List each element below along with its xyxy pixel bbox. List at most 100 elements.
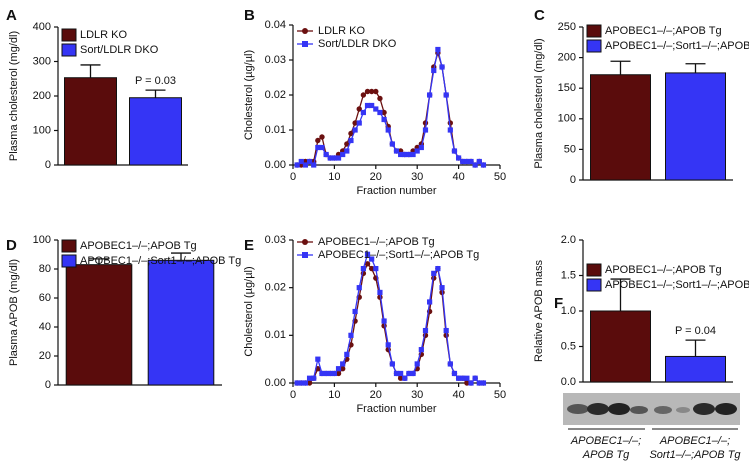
marker xyxy=(447,127,453,133)
marker xyxy=(360,109,366,116)
y-tick-label: 400 xyxy=(33,21,51,33)
marker xyxy=(468,158,474,165)
y-tick-label: 0.01 xyxy=(265,124,286,136)
y-axis-label: Plasma cholesterol (mg/dl) xyxy=(8,31,20,161)
marker xyxy=(427,299,433,305)
bar xyxy=(129,97,182,166)
error-bar xyxy=(80,64,101,78)
legend-swatch xyxy=(61,254,77,268)
y-tick-label: 1.5 xyxy=(561,269,576,281)
x-tick-label: 40 xyxy=(452,171,464,183)
y-axis-label: Plasma cholesterol (mg/dl) xyxy=(533,38,545,168)
marker xyxy=(344,141,350,147)
marker xyxy=(410,151,416,158)
marker xyxy=(315,144,321,151)
marker xyxy=(460,158,466,165)
marker xyxy=(381,109,387,116)
y-tick-label: 0 xyxy=(570,174,576,186)
marker xyxy=(480,162,487,168)
bar xyxy=(590,310,651,383)
legend-label: LDLR KO xyxy=(318,25,366,37)
x-tick-label: 10 xyxy=(328,389,340,401)
error-bar xyxy=(89,258,109,265)
marker xyxy=(427,92,433,98)
x-tick-label: 30 xyxy=(411,389,423,401)
marker xyxy=(335,366,342,372)
marker xyxy=(368,88,375,95)
marker xyxy=(435,46,441,53)
marker xyxy=(356,120,362,126)
panel: F Relative APOB mass 0.0 0.5 1.0 1.5 2.0 APOBEC… xyxy=(533,234,749,461)
marker xyxy=(418,347,424,353)
marker xyxy=(476,158,482,165)
legend-label: LDLR KO xyxy=(80,29,128,41)
legend-marker xyxy=(302,239,308,245)
marker xyxy=(331,155,337,161)
bar xyxy=(665,72,726,181)
x-tick-label: 0 xyxy=(290,389,296,401)
legend-label: APOBEC1–/–;Sort1–/–;APOB Tg xyxy=(318,249,479,261)
marker xyxy=(294,380,300,386)
marker xyxy=(369,256,375,262)
marker xyxy=(294,162,300,168)
blot-label: APOBEC1–/–; xyxy=(659,435,730,447)
marker xyxy=(348,137,354,144)
y-tick-label: 0.03 xyxy=(265,234,286,246)
marker xyxy=(377,289,383,296)
marker xyxy=(331,370,337,377)
marker xyxy=(344,148,350,154)
marker xyxy=(364,251,371,257)
y-tick-label: 100 xyxy=(33,234,51,246)
marker xyxy=(352,120,358,126)
y-tick-label: 60 xyxy=(39,292,51,304)
legend-marker xyxy=(302,28,308,34)
marker xyxy=(360,266,366,272)
y-tick-label: 0.02 xyxy=(265,282,286,294)
series-line xyxy=(297,50,484,166)
panel: B Cholesterol (µg/µl) 0.00 0.01 0.02 0.03 0.04… xyxy=(243,7,506,197)
marker xyxy=(315,137,321,144)
marker xyxy=(381,318,387,324)
marker xyxy=(406,370,412,377)
marker xyxy=(298,380,304,386)
marker xyxy=(335,155,342,161)
legend-label: Sort/LDLR DKO xyxy=(318,38,397,50)
y-tick-label: 200 xyxy=(33,90,51,102)
y-tick-label: 100 xyxy=(558,113,576,125)
x-axis-label: Fraction number xyxy=(356,185,436,197)
marker xyxy=(460,375,466,381)
y-tick-label: 2.0 xyxy=(561,234,576,246)
marker xyxy=(476,380,482,386)
marker xyxy=(443,92,449,98)
marker xyxy=(340,361,346,367)
error-bar xyxy=(610,60,631,75)
marker xyxy=(364,88,371,95)
marker xyxy=(406,151,412,158)
marker xyxy=(344,351,350,357)
marker xyxy=(443,327,449,334)
legend-marker xyxy=(302,41,308,47)
marker xyxy=(402,375,408,381)
panel: D Plasma APOB (mg/dl) 0 20 40 60 80 100 APOBEC1–… xyxy=(6,234,241,391)
y-tick-label: 300 xyxy=(33,55,51,67)
marker xyxy=(306,380,313,386)
marker xyxy=(311,375,317,381)
marker xyxy=(302,162,309,168)
error-bar xyxy=(610,278,631,311)
marker xyxy=(472,162,478,168)
bar xyxy=(64,77,117,166)
blot-label: APOBEC1–/–; xyxy=(570,435,641,447)
marker xyxy=(464,375,470,381)
marker xyxy=(298,158,304,165)
panel-letter: F xyxy=(554,295,563,312)
y-tick-label: 1.0 xyxy=(561,305,576,317)
panel-letter: D xyxy=(6,237,17,254)
marker xyxy=(393,148,400,154)
legend-label: APOBEC1–/–;APOB Tg xyxy=(605,25,722,37)
x-tick-label: 20 xyxy=(370,171,382,183)
marker xyxy=(352,127,358,133)
marker xyxy=(456,155,462,161)
marker xyxy=(422,127,429,133)
panel: A Plasma cholesterol (mg/dl) 0 100 200 300 400… xyxy=(6,7,188,171)
legend-swatch xyxy=(586,24,602,38)
